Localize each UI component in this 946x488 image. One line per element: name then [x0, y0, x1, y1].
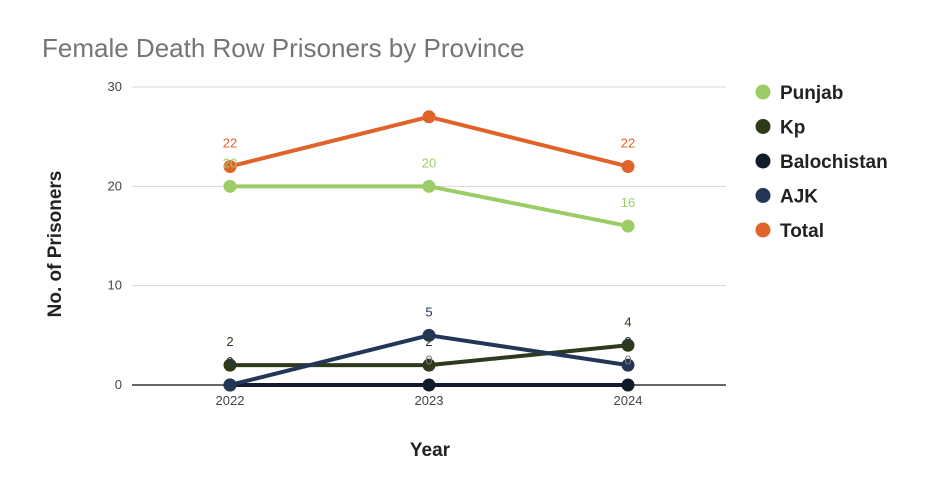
x-axis-ticks: 2022 2023 2024	[216, 393, 643, 408]
x-axis-title: Year	[410, 440, 451, 461]
data-point-kp	[422, 358, 436, 372]
y-tick-label: 0	[115, 377, 122, 392]
data-point-punjab	[223, 179, 237, 193]
data-point-total	[621, 159, 635, 173]
data-label-punjab: 20	[223, 155, 237, 170]
chart-title: Female Death Row Prisoners by Province	[42, 33, 525, 63]
x-tick-label: 2023	[415, 393, 444, 408]
legend-swatch-total	[755, 222, 771, 238]
legend-label-total: Total	[780, 221, 824, 242]
x-tick-label: 2022	[216, 393, 245, 408]
y-tick-label: 30	[108, 79, 122, 94]
data-label-punjab: 16	[621, 195, 635, 210]
data-point-kp	[223, 358, 237, 372]
data-label-ajk: 2	[624, 334, 631, 349]
legend-label-balochistan: Balochistan	[780, 152, 888, 173]
data-label-total: 22	[223, 135, 237, 150]
data-label-total: 22	[621, 135, 635, 150]
data-point-ajk	[621, 358, 635, 372]
data-point-balochistan	[621, 378, 635, 392]
legend-swatch-ajk	[755, 188, 771, 203]
legend-label-punjab: Punjab	[780, 83, 843, 104]
data-point-punjab	[621, 219, 635, 233]
data-point-total	[223, 159, 237, 173]
data-point-punjab	[422, 179, 436, 193]
data-label-punjab: 20	[422, 155, 436, 170]
y-tick-label: 10	[108, 278, 122, 293]
x-tick-label: 2024	[614, 393, 643, 408]
y-axis-ticks: 0 10 20 30	[108, 79, 122, 392]
data-label-kp: 2	[425, 334, 432, 349]
data-label-extra: 0	[425, 353, 432, 368]
y-axis-title: No. of Prisoners	[45, 171, 66, 318]
data-label-kp: 4	[624, 314, 631, 329]
data-label-extra: 0	[624, 353, 631, 368]
legend-label-ajk: AJK	[780, 187, 818, 208]
data-label-kp: 2	[226, 334, 233, 349]
legend-swatch-balochistan	[755, 153, 771, 169]
legend-swatch-punjab	[755, 84, 771, 100]
data-point-total	[422, 110, 436, 124]
data-label-ajk: 5	[425, 304, 432, 319]
data-points	[223, 110, 635, 392]
legend-swatch-kp	[755, 119, 771, 134]
data-point-balochistan	[422, 378, 436, 392]
legend: Punjab Kp Balochistan AJK Total	[755, 83, 888, 242]
data-point-ajk	[223, 378, 237, 392]
legend-label-kp: Kp	[780, 118, 805, 139]
data-point-ajk	[422, 328, 436, 342]
y-tick-label: 20	[108, 178, 122, 193]
data-point-kp	[621, 338, 635, 352]
data-label-ajk: 0	[226, 354, 233, 369]
